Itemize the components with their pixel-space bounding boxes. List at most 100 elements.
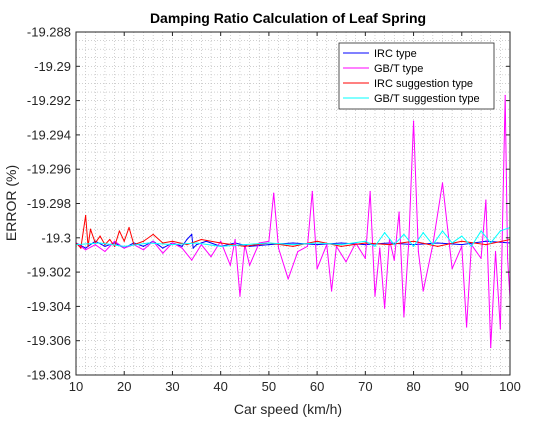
data-point: [104, 250, 106, 253]
data-point: [277, 247, 280, 249]
x-tick-label: 100: [499, 379, 521, 394]
data-point: [330, 290, 333, 292]
data-point: [398, 211, 400, 213]
data-point: [461, 235, 463, 237]
data-point: [340, 245, 342, 247]
x-tick-label: 80: [406, 379, 420, 394]
data-point: [99, 235, 101, 237]
data-point: [437, 242, 439, 244]
data-point: [171, 244, 174, 246]
data-point: [109, 238, 111, 241]
data-point: [80, 247, 82, 249]
y-tick-label: -19.296: [27, 162, 71, 177]
data-point: [384, 232, 386, 234]
data-point: [87, 245, 89, 247]
data-point: [142, 245, 145, 247]
data-point: [485, 199, 487, 201]
data-point: [186, 238, 188, 241]
y-tick-label: -19.3: [41, 230, 71, 245]
data-point: [123, 240, 125, 242]
series-layer: [76, 94, 510, 349]
y-tick-label: -19.288: [27, 25, 71, 40]
data-point: [403, 233, 405, 235]
data-point: [388, 244, 391, 246]
data-point: [249, 264, 251, 266]
data-point: [113, 240, 116, 242]
series-3: [76, 226, 510, 247]
data-point: [485, 240, 487, 242]
data-point: [470, 245, 473, 247]
data-point: [113, 242, 116, 244]
legend-label: IRC type: [374, 48, 417, 60]
data-point: [461, 244, 463, 246]
data-point: [316, 244, 318, 246]
data-point: [268, 244, 270, 246]
data-point: [384, 307, 386, 309]
data-point: [239, 295, 241, 297]
data-point: [485, 244, 487, 246]
data-point: [162, 247, 164, 249]
data-point: [162, 252, 164, 254]
data-point: [181, 247, 183, 249]
data-point: [162, 242, 164, 244]
y-tick-label: -19.292: [27, 93, 71, 108]
data-point: [316, 240, 318, 242]
legend-label: IRC suggestion type: [374, 78, 473, 90]
data-point: [152, 233, 154, 235]
data-point: [85, 249, 87, 251]
series-line: [76, 94, 510, 349]
x-axis-label: Car speed (km/h): [234, 401, 342, 417]
data-point: [142, 249, 145, 251]
data-point: [297, 250, 299, 253]
data-point: [94, 244, 96, 246]
y-tick-label: -19.29: [34, 59, 71, 74]
data-point: [364, 244, 366, 246]
data-point: [461, 245, 463, 247]
data-point: [200, 238, 202, 241]
data-point: [316, 242, 318, 244]
data-point: [311, 190, 313, 193]
data-point: [85, 247, 87, 249]
x-tick-label: 50: [262, 379, 276, 394]
grid-lines: [75, 31, 511, 376]
data-point: [191, 259, 193, 261]
legend: IRC type GB/T type IRC suggestion type GB/T…: [338, 42, 495, 110]
data-point: [403, 316, 405, 318]
y-tick-label: -19.294: [27, 127, 71, 142]
data-point: [192, 247, 194, 249]
legend-label: GB/T suggestion type: [374, 93, 480, 105]
data-point: [340, 244, 342, 246]
data-point: [306, 245, 309, 247]
data-point: [451, 268, 453, 270]
data-point: [490, 242, 492, 244]
data-point: [152, 240, 154, 242]
data-point: [268, 240, 270, 242]
data-point: [393, 259, 395, 261]
series-1: [76, 94, 510, 349]
data-point: [229, 264, 231, 266]
data-point: [292, 245, 294, 247]
data-point: [364, 242, 366, 244]
x-tick-label: 20: [117, 379, 131, 394]
data-point: [369, 190, 371, 193]
data-point: [200, 244, 202, 246]
data-point: [441, 182, 444, 184]
data-point: [490, 346, 492, 349]
data-point: [220, 245, 222, 247]
data-point: [104, 244, 106, 246]
data-point: [412, 244, 415, 246]
data-point: [171, 240, 174, 242]
data-point: [466, 326, 468, 328]
data-point: [499, 328, 501, 330]
data-point: [374, 245, 376, 247]
data-point: [393, 244, 395, 246]
x-tick-label: 70: [358, 379, 372, 394]
data-point: [480, 230, 482, 232]
x-tick-label: 60: [310, 379, 324, 394]
data-point: [89, 228, 92, 230]
x-tick-label: 40: [213, 379, 227, 394]
data-point: [181, 245, 183, 247]
data-point: [340, 242, 342, 244]
data-point: [345, 261, 347, 263]
